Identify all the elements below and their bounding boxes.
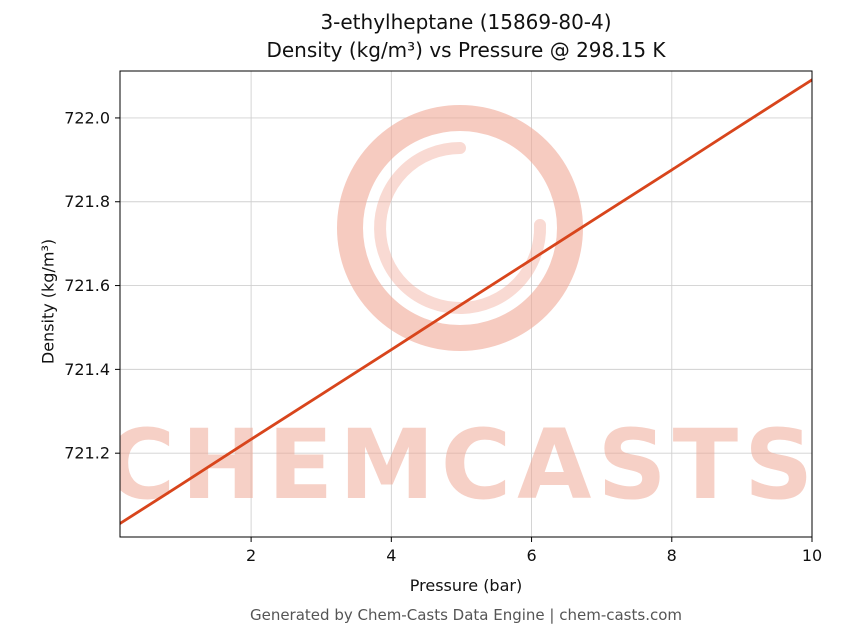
y-tick-label: 721.8 [64,192,110,211]
watermark: CHEMCASTS [105,105,819,521]
footer-credit: Generated by Chem-Casts Data Engine | ch… [249,606,683,624]
y-tick-label: 721.4 [64,360,110,379]
chart-title-line2: Density (kg/m³) vs Pressure @ 298.15 K [266,38,666,62]
x-tick-label: 6 [526,546,536,565]
x-tick-label: 10 [802,546,822,565]
x-tick-label: 8 [667,546,677,565]
chart-title-line1: 3-ethylheptane (15869-80-4) [320,10,612,34]
x-axis-label: Pressure (bar) [409,576,523,595]
axes-border [119,70,813,538]
y-axis-label: Density (kg/m³) [38,238,58,365]
watermark-text: CHEMCASTS [105,409,819,521]
x-tick-label: 4 [386,546,396,565]
chart-title: 3-ethylheptane (15869-80-4) Density (kg/… [120,8,812,64]
y-tick-label: 722.0 [64,108,110,127]
watermark-ring-icon [337,105,583,351]
x-tick-label: 2 [246,546,256,565]
data-series-line [120,78,812,526]
y-tick-label: 721.6 [64,276,110,295]
y-tick-label: 721.2 [64,444,110,463]
watermark-swirl-icon [374,142,547,314]
